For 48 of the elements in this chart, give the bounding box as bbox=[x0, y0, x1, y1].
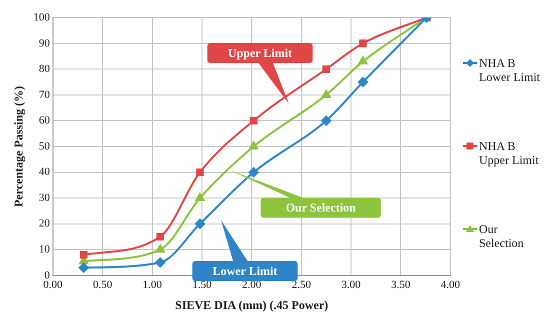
point bbox=[248, 167, 259, 178]
y-tick-label: 0 bbox=[44, 269, 50, 282]
y-tick-label: 70 bbox=[38, 88, 50, 101]
x-tick-label: 3.00 bbox=[341, 278, 362, 291]
point bbox=[322, 65, 330, 73]
y-axis-title: Percentage Passing (%) bbox=[11, 86, 26, 208]
point bbox=[196, 193, 204, 202]
point bbox=[196, 168, 204, 176]
callout: Lower Limit bbox=[192, 220, 298, 281]
point bbox=[321, 116, 332, 126]
point bbox=[358, 77, 368, 88]
y-tick-label: 10 bbox=[38, 244, 50, 256]
point bbox=[322, 90, 331, 98]
point bbox=[359, 40, 367, 48]
annotation: Upper Limit bbox=[228, 46, 292, 60]
y-tick-label: 30 bbox=[38, 192, 50, 204]
legend-label: NHA B Upper Limit bbox=[479, 138, 540, 166]
point bbox=[156, 244, 165, 253]
point bbox=[156, 232, 164, 241]
callout: Upper Limit bbox=[207, 43, 313, 104]
y-tick-label: 90 bbox=[38, 37, 50, 50]
x-tick-label: 4.00 bbox=[440, 278, 460, 291]
x-tick-label: 2.00 bbox=[242, 278, 262, 291]
point bbox=[155, 258, 166, 268]
y-tick-label: 40 bbox=[38, 166, 50, 178]
legend-label: NHA B Lower Limit bbox=[479, 56, 541, 84]
point bbox=[194, 218, 205, 229]
x-axis-title: SIEVE DIA (mm) (.45 Power) bbox=[175, 298, 328, 312]
y-tick-label: 60 bbox=[38, 114, 50, 127]
x-tick-label: 0.00 bbox=[43, 278, 64, 291]
x-tick-label: 1.50 bbox=[192, 278, 212, 291]
callout: Our Selection bbox=[228, 170, 381, 218]
annotation: Lower Limit bbox=[212, 264, 278, 278]
y-tick-label: 50 bbox=[38, 140, 50, 152]
y-tick-label: 20 bbox=[38, 218, 50, 230]
legend-label: Our Selection bbox=[479, 222, 525, 250]
point bbox=[80, 250, 88, 259]
x-tick-label: 3.50 bbox=[391, 278, 411, 291]
point bbox=[358, 56, 368, 64]
y-tick-label: 100 bbox=[33, 11, 50, 24]
y-tick-label: 80 bbox=[38, 63, 50, 76]
point bbox=[250, 116, 258, 125]
point bbox=[78, 262, 89, 273]
point bbox=[249, 142, 258, 150]
annotation: Our Selection bbox=[286, 200, 356, 215]
x-tick-label: 1.00 bbox=[142, 278, 162, 291]
x-tick-label: 0.50 bbox=[92, 278, 113, 291]
x-tick-label: 2.50 bbox=[292, 278, 312, 291]
